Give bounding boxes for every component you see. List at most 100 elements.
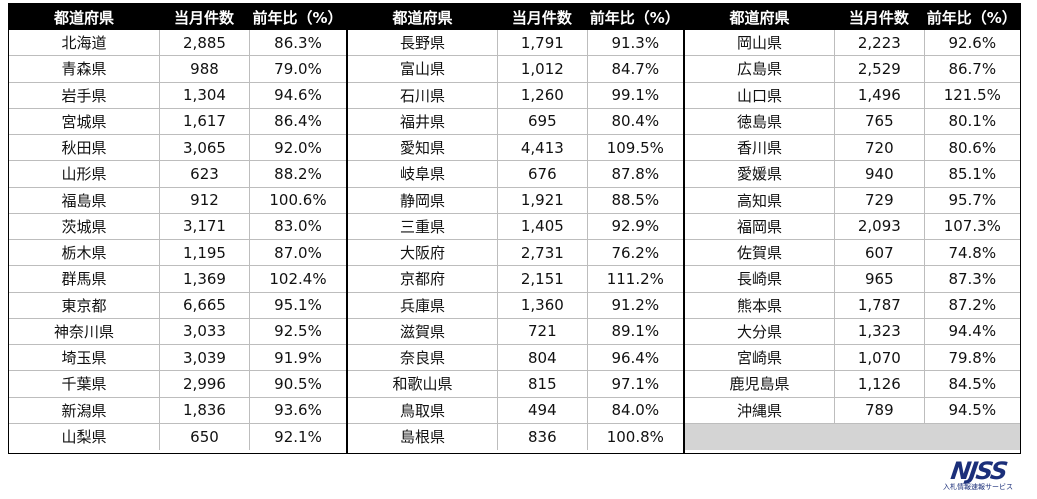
prefecture-cell: 滋賀県: [400, 322, 446, 341]
prefecture-cell: 沖縄県: [737, 401, 783, 420]
prefecture-cell: 高知県: [737, 191, 783, 210]
count-cell: 3,171: [159, 213, 249, 239]
ratio-cell: 89.1%: [586, 318, 683, 344]
table-row: 千葉県 2,996 90.5%: [9, 371, 346, 398]
count-cell: 1,260: [497, 82, 586, 108]
count-cell: 494: [497, 397, 586, 423]
ratio-cell: 86.4%: [249, 108, 346, 134]
prefecture-cell: 石川県: [400, 86, 446, 105]
count-cell: 2,529: [834, 56, 923, 82]
count-cell: 2,996: [159, 371, 249, 397]
ratio-cell: 80.6%: [923, 135, 1020, 161]
table-group-3: 都道府県 当月件数 前年比（%） 岡山県 2,223 92.6% 広島県 2,529 86.7%…: [683, 4, 1020, 453]
count-cell: 1,921: [497, 187, 586, 213]
table-row: 香川県 720 80.6%: [685, 135, 1020, 162]
ratio-cell: 94.6%: [249, 82, 346, 108]
prefecture-cell: 熊本県: [737, 296, 783, 315]
count-cell: 607: [834, 240, 923, 266]
count-cell: 623: [159, 161, 249, 187]
table-row: 岩手県 1,304 94.6%: [9, 82, 346, 109]
count-cell: 1,791: [497, 30, 586, 56]
prefecture-cell: 福井県: [400, 112, 446, 131]
header-prefecture: 都道府県: [729, 8, 790, 27]
table-row: 大分県 1,323 94.4%: [685, 318, 1020, 345]
header-count: 当月件数: [173, 8, 234, 27]
count-cell: 1,787: [834, 292, 923, 318]
table-row: 石川県 1,260 99.1%: [348, 82, 683, 109]
prefecture-cell: [685, 424, 834, 450]
prefecture-cell: 三重県: [400, 217, 446, 236]
count-cell: 1,012: [497, 56, 586, 82]
prefecture-table: 都道府県 当月件数 前年比（%） 北海道 2,885 86.3% 青森県 988 79.0% 岩手…: [8, 3, 1021, 454]
ratio-cell: 80.1%: [923, 108, 1020, 134]
ratio-cell: 88.2%: [249, 161, 346, 187]
count-cell: 988: [159, 56, 249, 82]
table-row: 神奈川県 3,033 92.5%: [9, 318, 346, 345]
prefecture-cell: 栃木県: [61, 244, 107, 263]
prefecture-cell: 佐賀県: [737, 244, 783, 263]
ratio-cell: 93.6%: [249, 397, 346, 423]
count-cell: [834, 424, 923, 450]
table-row: 長崎県 965 87.3%: [685, 266, 1020, 293]
count-cell: 2,223: [834, 30, 923, 56]
prefecture-cell: 愛媛県: [737, 165, 783, 184]
count-cell: 765: [834, 108, 923, 134]
ratio-cell: 91.3%: [586, 30, 683, 56]
table-row: 三重県 1,405 92.9%: [348, 213, 683, 240]
prefecture-cell: 奈良県: [400, 349, 446, 368]
prefecture-cell: 香川県: [737, 139, 783, 158]
prefecture-cell: 岐阜県: [400, 165, 446, 184]
ratio-cell: 92.1%: [249, 423, 346, 450]
table-row: 青森県 988 79.0%: [9, 56, 346, 83]
table-row: 山梨県 650 92.1%: [9, 423, 346, 450]
table-header-row: 都道府県 当月件数 前年比（%）: [9, 4, 346, 30]
table-row: 群馬県 1,369 102.4%: [9, 266, 346, 293]
header-count: 当月件数: [511, 8, 572, 27]
table-row: 北海道 2,885 86.3%: [9, 30, 346, 57]
prefecture-cell: 鹿児島県: [729, 375, 790, 394]
ratio-cell: 87.2%: [923, 292, 1020, 318]
header-count: 当月件数: [848, 8, 909, 27]
prefecture-cell: 大分県: [737, 322, 783, 341]
prefecture-cell: 山口県: [737, 86, 783, 105]
ratio-cell: [924, 424, 1020, 450]
count-cell: 2,731: [497, 240, 586, 266]
ratio-cell: 102.4%: [249, 266, 346, 292]
table-row: 岡山県 2,223 92.6%: [685, 30, 1020, 57]
header-ratio: 前年比（%）: [589, 8, 680, 27]
prefecture-cell: 愛知県: [400, 139, 446, 158]
count-cell: 1,323: [834, 318, 923, 344]
table-row: 岐阜県 676 87.8%: [348, 161, 683, 188]
ratio-cell: 109.5%: [586, 135, 683, 161]
count-cell: 1,360: [497, 292, 586, 318]
prefecture-cell: 大阪府: [400, 244, 446, 263]
table-row: 大阪府 2,731 76.2%: [348, 240, 683, 267]
ratio-cell: 91.2%: [586, 292, 683, 318]
ratio-cell: 87.0%: [249, 240, 346, 266]
count-cell: 4,413: [497, 135, 586, 161]
prefecture-cell: 茨城県: [61, 217, 107, 236]
table-row: 兵庫県 1,360 91.2%: [348, 292, 683, 319]
count-cell: 721: [497, 318, 586, 344]
table-row: 広島県 2,529 86.7%: [685, 56, 1020, 83]
count-cell: 650: [159, 423, 249, 450]
header-ratio: 前年比（%）: [926, 8, 1017, 27]
prefecture-cell: 北海道: [61, 34, 107, 53]
table-group-1: 都道府県 当月件数 前年比（%） 北海道 2,885 86.3% 青森県 988 79.0% 岩手…: [9, 4, 346, 453]
count-cell: 940: [834, 161, 923, 187]
table-row: 山形県 623 88.2%: [9, 161, 346, 188]
count-cell: 720: [834, 135, 923, 161]
count-cell: 1,405: [497, 213, 586, 239]
header-prefecture: 都道府県: [53, 8, 114, 27]
prefecture-cell: 徳島県: [737, 112, 783, 131]
prefecture-cell: 山梨県: [61, 428, 107, 447]
table-row: 高知県 729 95.7%: [685, 187, 1020, 214]
table-row: 熊本県 1,787 87.2%: [685, 292, 1020, 319]
prefecture-cell: 静岡県: [400, 191, 446, 210]
prefecture-cell: 群馬県: [61, 270, 107, 289]
count-cell: 965: [834, 266, 923, 292]
table-row: 埼玉県 3,039 91.9%: [9, 345, 346, 372]
count-cell: 1,070: [834, 345, 923, 371]
ratio-cell: 74.8%: [923, 240, 1020, 266]
prefecture-cell: 兵庫県: [400, 296, 446, 315]
